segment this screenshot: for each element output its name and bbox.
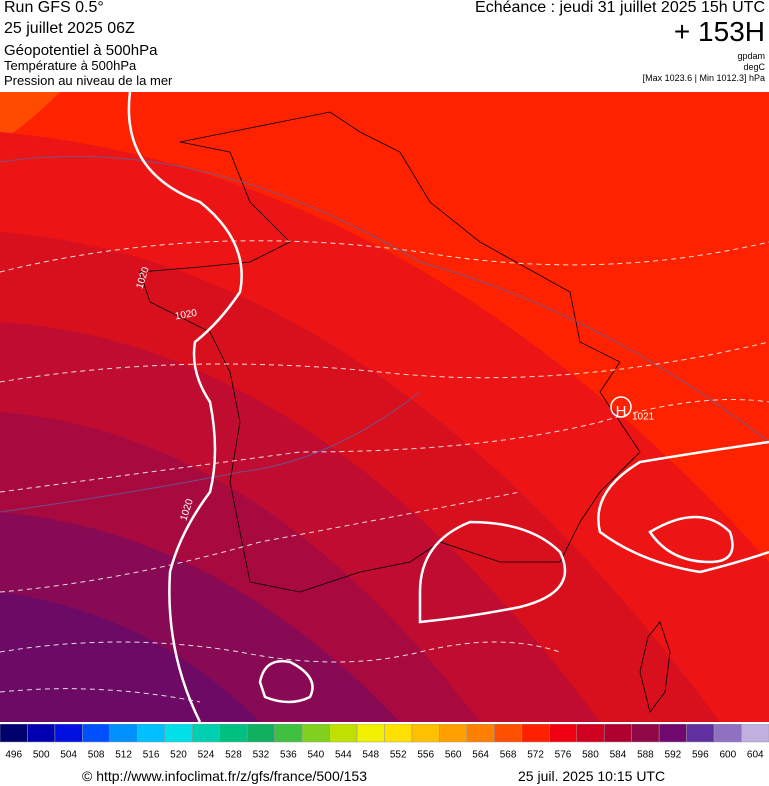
- colorbar-label: 592: [665, 750, 682, 761]
- colorbar-label: 580: [582, 750, 599, 761]
- color-cell: [549, 724, 577, 743]
- field-3: Pression au niveau de la mer: [4, 73, 173, 88]
- color-cell: [713, 724, 742, 743]
- color-cell: [439, 724, 468, 743]
- field-2: Température à 500hPa: [4, 58, 137, 73]
- color-cell: [301, 724, 330, 743]
- high-marker: [610, 396, 632, 418]
- colorbar-label: 588: [637, 750, 654, 761]
- colorbar-label: 532: [253, 750, 270, 761]
- color-cell: [164, 724, 193, 743]
- contour-label: 1020: [174, 308, 198, 323]
- color-cell: [384, 724, 413, 743]
- issue-time: 25 juil. 2025 10:15 UTC: [518, 768, 666, 784]
- pressure-range: [Max 1023.6 | Min 1012.3] hPa: [642, 73, 765, 83]
- color-cell: [82, 724, 111, 743]
- color-cell: [411, 724, 440, 743]
- colorbar-label: 560: [445, 750, 462, 761]
- color-cell: [0, 724, 28, 743]
- colorbar-label: 504: [60, 750, 77, 761]
- colorbar-label: 524: [198, 750, 215, 761]
- colorbar-label: 508: [88, 750, 105, 761]
- isobars: [127, 92, 769, 722]
- colorbar-label: 576: [555, 750, 572, 761]
- color-cell: [741, 724, 769, 743]
- colorbar-label: 600: [719, 750, 736, 761]
- coastline: [139, 111, 671, 713]
- colorbar-label: 540: [307, 750, 324, 761]
- contour-label: 1021: [632, 412, 655, 423]
- unit-2: degC: [743, 62, 765, 72]
- color-cell: [192, 724, 220, 743]
- color-cell: [603, 724, 632, 743]
- run-date: 25 juillet 2025 06Z: [4, 20, 135, 37]
- colorbar-label: 516: [143, 750, 160, 761]
- source-url: © http://www.infoclimat.fr/z/gfs/france/…: [82, 768, 367, 784]
- colorbar-label: 568: [500, 750, 517, 761]
- colorbar-label: 536: [280, 750, 297, 761]
- color-cell: [219, 724, 248, 743]
- contour-label: H: [616, 403, 627, 420]
- color-cell: [109, 724, 138, 743]
- color-cell: [521, 724, 550, 743]
- colorbar-label: 564: [472, 750, 489, 761]
- colorbar-label: 552: [390, 750, 407, 761]
- color-cell: [27, 724, 56, 743]
- colorbar-label: 572: [527, 750, 544, 761]
- band: [0, 592, 260, 722]
- geopotential-contours: [0, 155, 769, 513]
- color-cell: [246, 724, 275, 743]
- colorbar: 496 500 504 508 512 516 520 524 528 532 536 540 544 5…: [0, 724, 769, 761]
- color-cell: [54, 724, 83, 743]
- color-cell: [631, 724, 660, 743]
- colorbar-label: 520: [170, 750, 187, 761]
- color-cell: [274, 724, 303, 743]
- color-cell: [494, 724, 523, 743]
- temperature-contours: [0, 240, 769, 703]
- run: Run GFS 0.5°: [4, 0, 104, 16]
- colorbar-label: 528: [225, 750, 242, 761]
- valid-time: Echéance : jeudi 31 juillet 2025 15h UTC: [475, 0, 765, 16]
- colorbar-label: 512: [115, 750, 132, 761]
- color-cell: [356, 724, 385, 743]
- color-cell: [576, 724, 605, 743]
- colorbar-label: 548: [362, 750, 379, 761]
- colorbar-label: 544: [335, 750, 352, 761]
- lead-time: + 153H: [673, 16, 765, 47]
- unit-1: gpdam: [737, 51, 765, 61]
- field-1: Géopotentiel à 500hPa: [4, 42, 158, 59]
- colorbar-label: 500: [33, 750, 50, 761]
- colorbar-label: 596: [692, 750, 709, 761]
- band: [0, 92, 60, 142]
- colorbar-label: 556: [417, 750, 434, 761]
- color-cell: [658, 724, 687, 743]
- color-cell: [329, 724, 358, 743]
- color-cell: [137, 724, 166, 743]
- color-cell: [686, 724, 715, 743]
- colorbar-label: 584: [610, 750, 627, 761]
- colorbar-label: 496: [5, 750, 22, 761]
- colorbar-label: 604: [747, 750, 764, 761]
- color-cell: [466, 724, 495, 743]
